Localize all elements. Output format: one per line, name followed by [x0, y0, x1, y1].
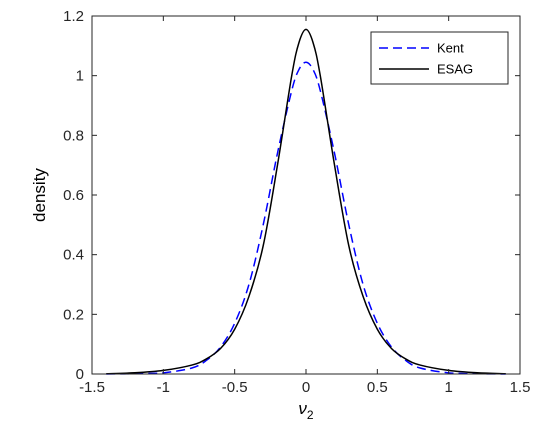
- x-axis-label: ν2: [298, 399, 314, 422]
- x-tick-label: 1: [444, 379, 452, 396]
- legend-label-kent: Kent: [437, 41, 464, 56]
- y-tick-label: 1: [76, 68, 84, 85]
- series-layer: [106, 28, 506, 375]
- x-tick-label: 0: [302, 379, 310, 396]
- x-tick-label: 1.5: [510, 379, 531, 396]
- legend-label-esag: ESAG: [437, 62, 473, 77]
- series-line-esag: [106, 28, 506, 375]
- x-tick-label: 0.5: [367, 379, 388, 396]
- legend: Kent ESAG: [370, 31, 509, 85]
- x-axis-label-base: ν: [298, 399, 307, 418]
- y-tick-label: 0: [76, 366, 84, 383]
- x-tick-label: -0.5: [222, 379, 248, 396]
- tick-layer: -1.5 -1 -0.5 0 0.5 1 1.5 0 0.2 0.4 0.6 0.8 1 1.2: [63, 8, 530, 396]
- y-tick-label: 0.6: [63, 187, 84, 204]
- series-line-kent: [106, 61, 506, 375]
- y-axis-label: density: [30, 168, 49, 222]
- legend-items: Kent ESAG: [379, 41, 473, 77]
- x-tick-label: -1: [157, 379, 170, 396]
- x-axis-label-subscript: 2: [307, 408, 314, 422]
- legend-box: [370, 31, 509, 85]
- x-tick-label: -1.5: [79, 379, 105, 396]
- y-tick-label: 0.4: [63, 247, 84, 264]
- y-tick-label: 0.2: [63, 306, 84, 323]
- y-tick-label: 0.8: [63, 127, 84, 144]
- y-tick-label: 1.2: [63, 8, 84, 25]
